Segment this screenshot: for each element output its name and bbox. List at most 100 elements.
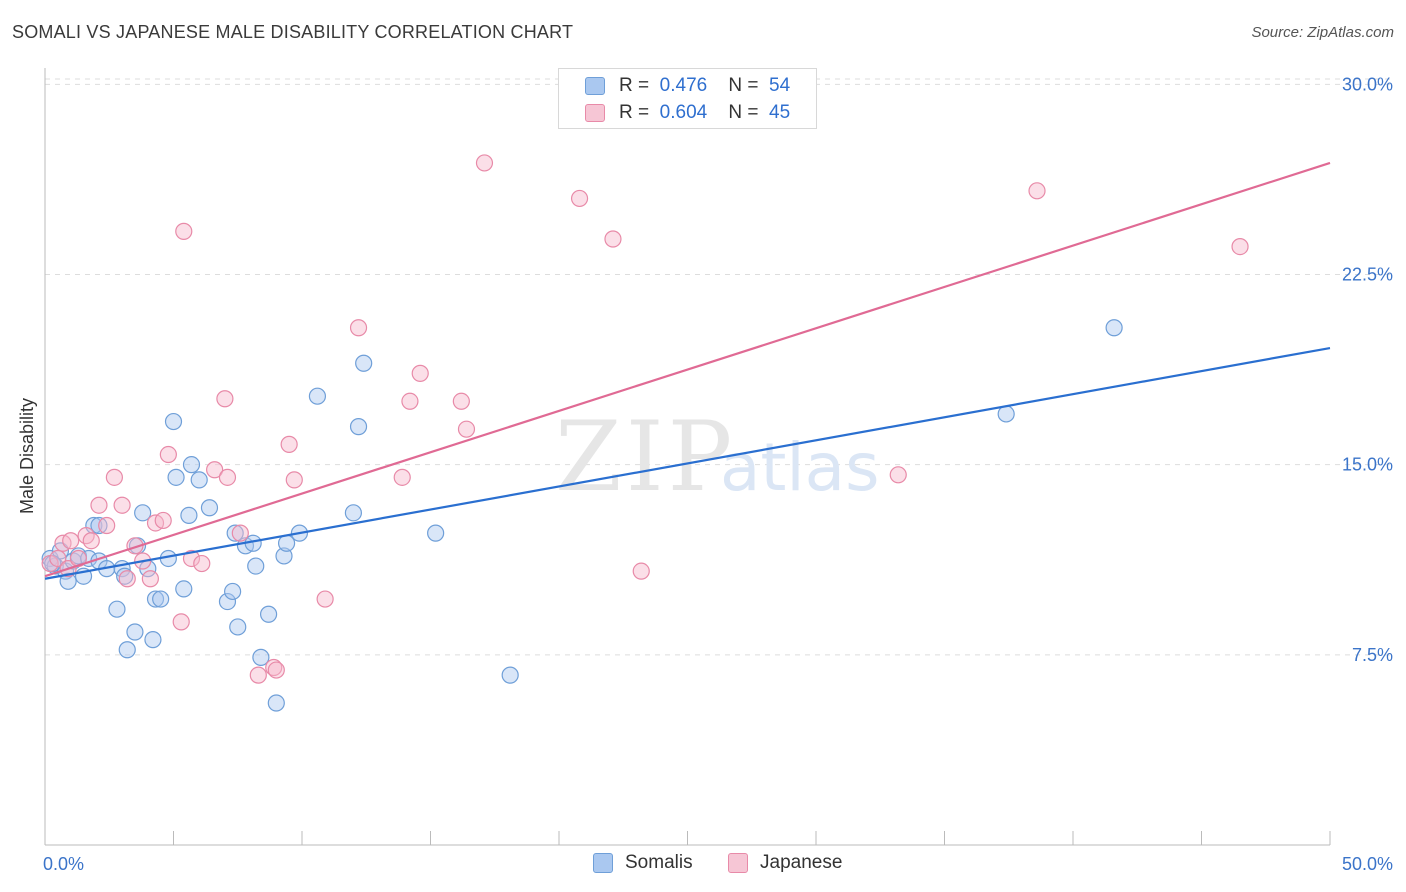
japanese-point: [193, 554, 211, 573]
japanese-point: [249, 666, 267, 684]
somalis-point: [180, 506, 198, 524]
legend-label: Somalis: [625, 852, 693, 873]
x-tick-label: 50.0%: [1342, 854, 1393, 874]
somalis-point: [224, 582, 242, 601]
japanese-point: [90, 496, 108, 514]
japanese-point: [62, 532, 80, 550]
y-tick-label: 22.5%: [1342, 264, 1393, 284]
n-value: 45: [769, 102, 791, 123]
somalis-point: [275, 547, 293, 565]
somalis-point: [247, 557, 265, 575]
japanese-point: [231, 524, 249, 542]
somalis-point: [218, 592, 237, 611]
japanese-point: [475, 154, 494, 172]
somalis-point: [229, 618, 247, 636]
x-tick-labels: 0.0% 50.0%: [43, 854, 1393, 874]
r-value: 0.604: [659, 102, 708, 123]
somalis-point: [164, 412, 183, 431]
japanese-trend-line: [44, 161, 1331, 578]
japanese-point: [401, 392, 419, 410]
japanese-point: [141, 570, 159, 588]
n-label: N =: [728, 75, 759, 96]
chart-title: SOMALI VS JAPANESE MALE DISABILITY CORRE…: [12, 22, 574, 42]
japanese-point: [118, 570, 136, 588]
somalis-trend-line: [44, 346, 1331, 580]
japanese-point: [1231, 238, 1249, 256]
y-tick-label: 15.0%: [1342, 455, 1393, 475]
somalis-point: [146, 590, 165, 608]
japanese-point: [218, 468, 237, 486]
trend-lines: [44, 161, 1331, 580]
japanese-point: [280, 435, 298, 453]
japanese-point: [316, 590, 334, 608]
y-tick-labels: 7.5% 15.0% 22.5% 30.0%: [1342, 74, 1393, 665]
somalis-point: [190, 471, 208, 489]
somalis-point: [267, 694, 285, 712]
japanese-point: [285, 471, 303, 489]
r-label: R =: [619, 102, 650, 123]
somalis-point: [349, 418, 368, 436]
japanese-point: [632, 562, 650, 580]
japanese-point: [349, 319, 368, 337]
watermark-atlas: atlas: [720, 429, 880, 506]
japanese-point: [113, 496, 131, 514]
watermark-zip: ZIP: [555, 401, 736, 513]
y-axis-label: Male Disability: [17, 398, 37, 514]
japanese-point: [49, 549, 67, 568]
somalis-swatch: [585, 77, 605, 95]
japanese-point: [105, 468, 123, 486]
japanese-point: [393, 468, 411, 486]
japanese-point: [206, 461, 224, 479]
somalis-point: [59, 572, 77, 590]
somalis-point: [118, 641, 136, 659]
n-label: N =: [728, 102, 759, 123]
somalis-point: [344, 504, 362, 522]
somalis-point: [134, 504, 152, 522]
japanese-point: [604, 230, 622, 248]
japanese-point: [1028, 182, 1046, 200]
japanese-point: [154, 511, 172, 530]
somalis-point: [144, 631, 162, 649]
somalis-point: [501, 666, 519, 684]
japanese-point: [265, 658, 283, 677]
somalis-point: [167, 468, 185, 486]
somalis-point: [108, 600, 126, 618]
somalis-swatch: [593, 853, 613, 873]
series-legend: Somalis Japanese: [0, 852, 1406, 878]
japanese-point: [172, 613, 190, 631]
japanese-point: [267, 661, 285, 679]
y-tick-label: 7.5%: [1352, 645, 1393, 665]
somalis-point: [997, 405, 1015, 423]
r-value: 0.476: [659, 75, 708, 96]
japanese-point: [98, 516, 116, 535]
somalis-point: [252, 648, 270, 666]
somalis-point: [259, 605, 278, 623]
somalis-point: [116, 567, 134, 585]
japanese-swatch: [585, 104, 605, 122]
correlation-legend: R = 0.476 N = 54 R = 0.604 N = 45: [558, 68, 817, 129]
japanese-point: [457, 420, 476, 438]
somalis-point: [126, 623, 144, 641]
japanese-point: [452, 392, 470, 410]
x-tick-label: 0.0%: [43, 854, 84, 874]
somalis-point: [308, 387, 327, 405]
somalis-point: [355, 354, 373, 372]
japanese-point: [175, 222, 193, 240]
somalis-point: [200, 499, 219, 517]
n-value: 54: [769, 75, 791, 96]
gridlines: [45, 78, 1392, 656]
source-label: Source: ZipAtlas.com: [1251, 24, 1394, 41]
x-ticks: [44, 831, 1331, 845]
japanese-point: [411, 364, 429, 382]
somalis-point: [152, 590, 170, 608]
legend-label: Japanese: [760, 852, 843, 873]
data-points: [41, 154, 1249, 712]
japanese-point: [216, 390, 234, 408]
japanese-point: [82, 532, 100, 550]
r-label: R =: [619, 75, 650, 96]
somalis-point: [427, 524, 445, 542]
somalis-point: [175, 580, 193, 598]
japanese-point: [889, 466, 907, 484]
japanese-point: [159, 445, 177, 464]
